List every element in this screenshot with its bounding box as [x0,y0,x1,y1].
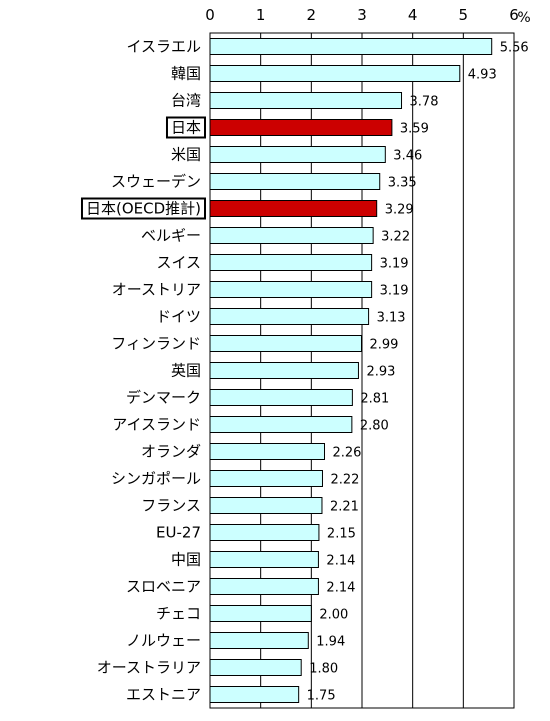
category-label: 中国 [171,551,201,569]
category-label: イスラエル [126,38,201,56]
value-label: 3.29 [385,203,414,218]
bar [209,551,319,568]
value-label: 2.80 [360,419,389,434]
value-label: 2.26 [333,446,362,461]
category-label: フランス [141,497,201,515]
category-label: エストニア [126,686,201,704]
bar [209,227,374,244]
category-label: 米国 [171,146,201,164]
category-label: オランダ [141,443,201,461]
bar [209,578,319,595]
category-label: アイスランド [112,416,201,434]
value-label: 2.14 [326,554,355,569]
bar [209,38,493,55]
value-label: 3.59 [400,122,429,137]
value-label: 3.35 [388,176,417,191]
category-label: スウェーデン [111,173,201,191]
category-label: ノルウェー [126,632,201,650]
highlight-box [80,197,206,220]
category-label: オーストリア [112,281,201,299]
value-label: 2.14 [326,581,355,596]
category-label: スロベニア [126,578,201,596]
x-tick-label: 3 [357,6,367,24]
value-label: 2.15 [327,527,356,542]
value-label: 1.80 [309,662,338,677]
bar [209,200,378,217]
category-label: フィンランド [111,335,201,353]
bar [209,524,320,541]
category-label: EU-27 [156,524,201,542]
value-label: 2.93 [366,365,395,380]
bar [209,119,393,136]
x-tick-label: 2 [307,6,317,24]
value-label: 3.78 [410,95,439,110]
category-label: スイス [156,254,201,272]
bar [209,335,362,352]
value-label: 1.75 [307,689,336,704]
x-tick-label: 4 [408,6,418,24]
category-label: ドイツ [156,308,201,326]
value-label: 3.46 [393,149,422,164]
category-label: 日本 [171,119,201,137]
value-label: 3.19 [380,257,409,272]
category-label: オーストラリア [97,659,201,677]
x-tick-label: 0 [205,6,215,24]
value-label: 4.93 [468,68,497,83]
bar [209,362,359,379]
category-label: 韓国 [171,65,201,83]
value-label: 1.94 [316,635,345,650]
bar [209,443,326,460]
value-label: 2.22 [330,473,359,488]
value-label: 3.19 [380,284,409,299]
category-label: 日本(OECD推計) [86,200,201,218]
bar [209,632,309,649]
category-label: チェコ [156,605,201,623]
category-label: 英国 [171,362,201,380]
x-tick-label: 6 [509,6,519,24]
bar [209,686,300,703]
value-label: 3.13 [377,311,406,326]
x-tick-label: 1 [256,6,266,24]
bar [209,281,373,298]
bar [209,605,312,622]
category-label: ベルギー [141,227,201,245]
category-label: 台湾 [171,92,201,110]
value-label: 3.22 [381,230,410,245]
bar [209,92,403,109]
value-label: 2.81 [360,392,389,407]
bar [209,254,373,271]
x-tick-label: 5 [459,6,469,24]
bar [209,659,302,676]
bar [209,416,353,433]
value-label: 2.21 [330,500,359,515]
plot-area [209,32,515,709]
bar [209,389,353,406]
unit-label: % [517,10,530,26]
bar [209,146,386,163]
bar [209,308,370,325]
bar [209,470,323,487]
value-label: 2.99 [369,338,398,353]
category-label: デンマーク [126,389,201,407]
bar [209,497,323,514]
bar [209,65,461,82]
highlight-box [165,116,206,139]
category-label: シンガポール [111,470,201,488]
value-label: 2.00 [319,608,348,623]
bar [209,173,381,190]
